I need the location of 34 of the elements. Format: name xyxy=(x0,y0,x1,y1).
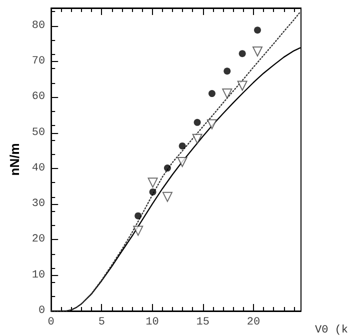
x-axis-title: V0 (k xyxy=(314,324,348,336)
y-tick-label: 0 xyxy=(38,305,46,317)
point xyxy=(149,188,156,196)
point xyxy=(192,134,202,144)
x-tick-label: 10 xyxy=(146,316,159,328)
y-tick-label: 30 xyxy=(32,198,46,210)
point xyxy=(222,88,232,99)
y-tick-label: 50 xyxy=(32,126,46,139)
point xyxy=(237,80,248,91)
point xyxy=(148,178,158,188)
point xyxy=(178,142,186,150)
point xyxy=(133,226,144,236)
point xyxy=(224,68,231,75)
x-tick-label: 0 xyxy=(48,316,54,328)
point xyxy=(208,90,216,98)
x-tick-label: 15 xyxy=(196,316,210,328)
point xyxy=(164,164,171,172)
y-tick-label: 70 xyxy=(32,55,46,68)
point xyxy=(252,46,262,56)
point xyxy=(254,26,261,34)
point xyxy=(162,192,172,202)
y-tick-label: 80 xyxy=(32,20,46,32)
point xyxy=(194,118,201,126)
point xyxy=(238,50,246,58)
y-tick-label: 40 xyxy=(32,162,46,174)
point xyxy=(177,156,188,167)
point xyxy=(134,212,142,220)
point xyxy=(206,119,217,130)
y-tick-label: 60 xyxy=(32,91,46,104)
x-tick-label: 20 xyxy=(246,316,260,328)
x-tick-label: 5 xyxy=(98,316,105,328)
y-tick-label: 20 xyxy=(32,234,46,246)
y-tick-label: 10 xyxy=(32,269,46,282)
y-axis-title: nN/m xyxy=(7,143,22,176)
